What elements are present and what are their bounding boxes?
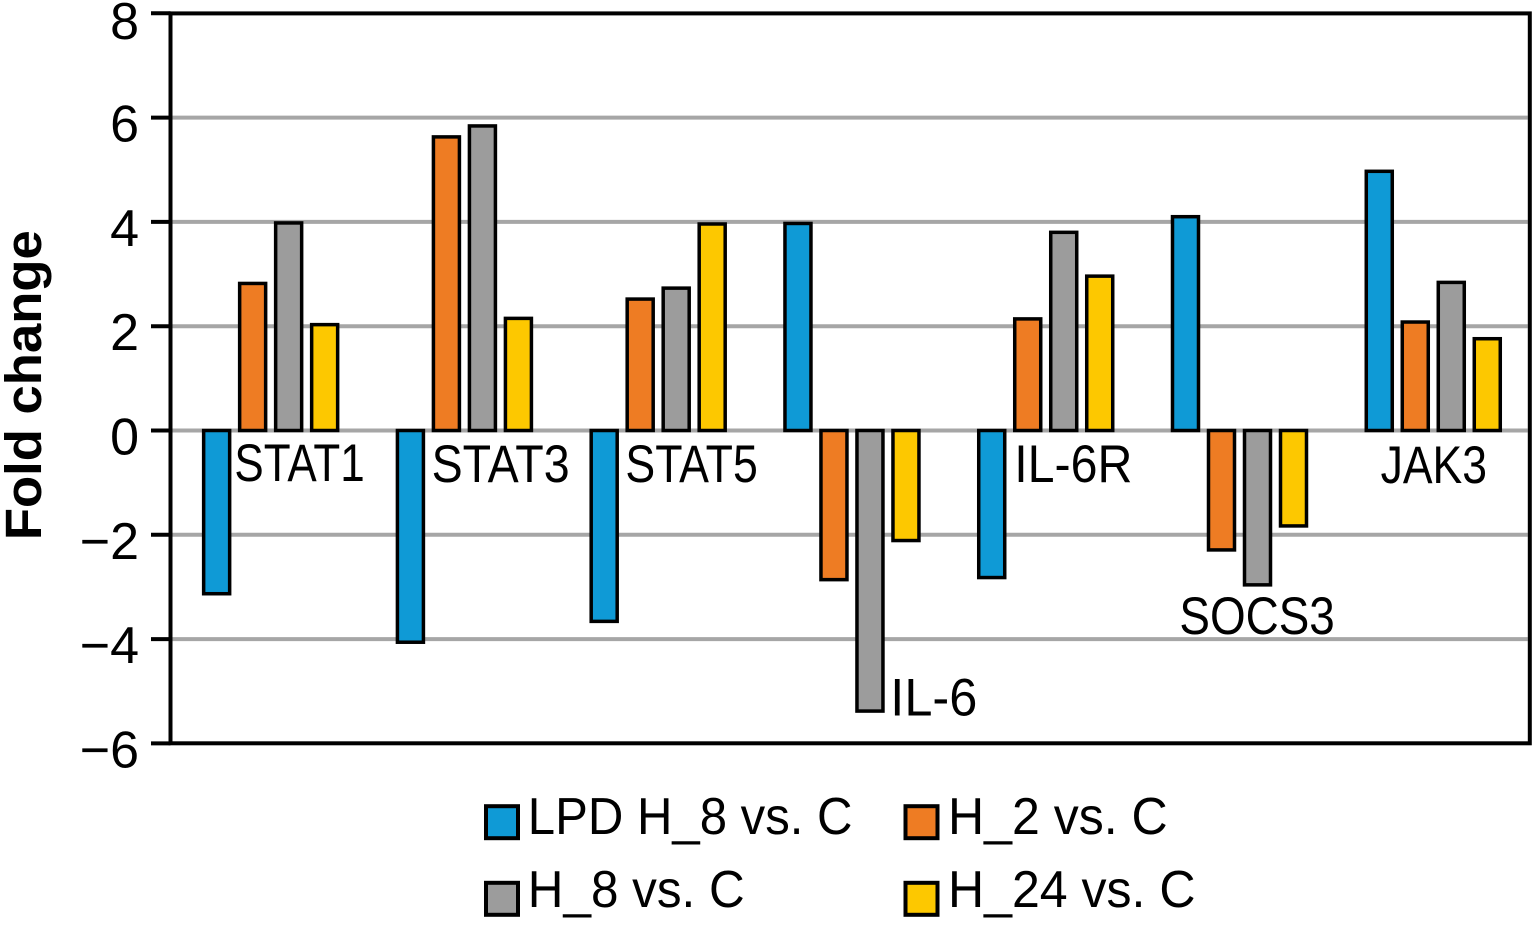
svg-text:−4: −4 (80, 617, 139, 675)
svg-text:IL-6: IL-6 (890, 668, 977, 727)
svg-text:6: 6 (110, 96, 139, 154)
svg-text:STAT3: STAT3 (432, 435, 570, 494)
svg-text:STAT1: STAT1 (234, 434, 364, 493)
svg-text:−2: −2 (80, 513, 139, 571)
svg-text:4: 4 (110, 200, 139, 258)
svg-text:8: 8 (110, 0, 139, 51)
svg-text:Fold change: Fold change (0, 230, 52, 540)
svg-text:0: 0 (110, 409, 139, 467)
svg-text:H_2 vs. C: H_2 vs. C (948, 788, 1168, 846)
svg-text:2: 2 (110, 304, 139, 362)
svg-text:−6: −6 (80, 721, 139, 779)
svg-text:STAT5: STAT5 (625, 435, 757, 494)
svg-text:SOCS3: SOCS3 (1179, 587, 1334, 646)
svg-text:LPD H_8 vs. C: LPD H_8 vs. C (528, 788, 853, 846)
svg-text:H_24 vs. C: H_24 vs. C (948, 861, 1196, 919)
svg-text:IL-6R: IL-6R (1014, 435, 1132, 494)
svg-text:H_8 vs. C: H_8 vs. C (528, 861, 745, 919)
svg-text:JAK3: JAK3 (1381, 436, 1487, 495)
